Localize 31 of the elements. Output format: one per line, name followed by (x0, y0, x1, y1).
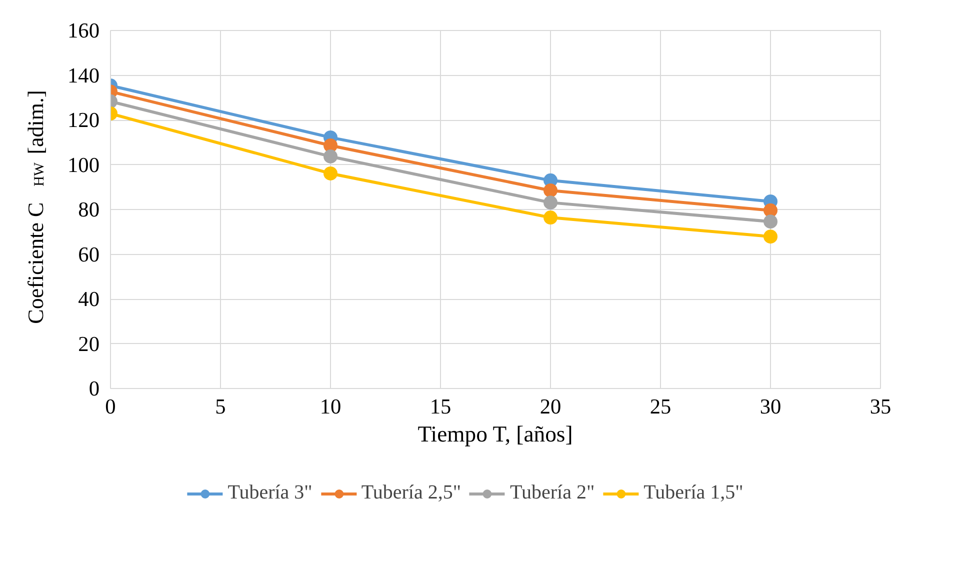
legend-label: Tubería 2,5" (361, 482, 461, 504)
x-tick-label: 15 (430, 394, 452, 418)
point (764, 230, 778, 244)
x-tick-label: 30 (760, 394, 782, 418)
y-tick-label: 100 (68, 152, 100, 177)
legend-label: Tubería 1,5" (644, 482, 744, 504)
point (544, 210, 558, 225)
y-tick-label: 80 (78, 198, 100, 222)
y-tick-label: 120 (68, 108, 100, 132)
x-axis-title: Tiempo T, [años] (418, 422, 573, 446)
x-tick-label: 0 (105, 394, 116, 418)
y-tick-label: 20 (78, 332, 100, 356)
legend-label: Tubería 3" (228, 482, 312, 504)
legend-label: Tubería 2" (510, 482, 595, 504)
x-tick-label: 10 (320, 394, 342, 418)
y-tick-label: 60 (78, 242, 100, 266)
point (764, 214, 778, 229)
point (764, 203, 778, 218)
x-tick-label: 20 (540, 394, 562, 418)
point (324, 149, 338, 164)
y-tick-label: 140 (68, 63, 100, 88)
x-tick-label: 35 (870, 394, 892, 418)
y-tick-label: 40 (78, 287, 100, 311)
x-tick-label: 5 (215, 394, 226, 418)
x-tick-label: 25 (650, 394, 672, 418)
y-tick-label: 0 (88, 376, 100, 400)
y-tick-label: 160 (68, 18, 100, 42)
point (544, 183, 558, 198)
point (324, 166, 338, 180)
point (544, 196, 558, 210)
y-axis-title: Coeficiente CHW [adim.] (23, 90, 48, 324)
